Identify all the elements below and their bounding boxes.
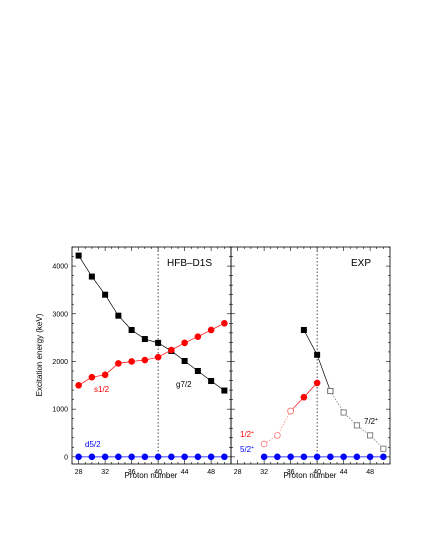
exp-circle-marker	[313, 453, 321, 461]
exp-circle-marker	[340, 453, 347, 461]
exp-x-tick-label: 36	[287, 469, 295, 476]
exp-square-marker	[367, 432, 374, 439]
y-tick-label: 0	[64, 454, 68, 461]
seven-half-plus-label: 7/2+	[364, 417, 378, 426]
exp-circle-marker	[313, 379, 321, 387]
hfb-circle-marker	[154, 453, 162, 461]
hfb-circle-marker	[88, 453, 96, 461]
panel-hfb: 28 32 36 40 44 48 0 1000 2000 3000 4000 HFB–D1S s1…	[35, 246, 232, 480]
hfb-circle-marker	[194, 453, 202, 461]
half-plus-label: 1/2+	[240, 430, 254, 439]
d52-label: d5/2	[85, 440, 101, 449]
hfb-circle-marker	[141, 356, 149, 364]
exp-square-marker	[314, 351, 321, 358]
hfb-series-line-1	[78, 322, 225, 386]
panel-exp-frame	[230, 246, 391, 465]
hfb-circle-marker	[168, 346, 175, 354]
hfb-x-tick-label: 40	[154, 469, 162, 476]
hfb-square-marker	[221, 387, 228, 394]
hfb-circle-marker	[88, 373, 96, 381]
hfb-x-tick-label: 36	[128, 469, 136, 476]
exp-circle-marker	[260, 453, 268, 461]
exp-circle-marker	[300, 393, 308, 401]
hfb-circle-marker	[115, 453, 122, 461]
hfb-circle-marker	[115, 360, 122, 367]
exp-circle-marker	[353, 453, 361, 461]
exp-series-line-1	[330, 390, 384, 449]
exp-circle-marker	[380, 453, 387, 461]
panel-hfb-label: HFB–D1S	[167, 258, 212, 269]
panel-exp-series	[260, 326, 387, 461]
hfb-x-tick-label: 32	[101, 469, 109, 476]
exp-square-marker	[300, 326, 307, 333]
hfb-circle-marker	[207, 326, 215, 334]
panel-hfb-series	[75, 252, 228, 461]
exp-circle-marker	[260, 440, 268, 448]
hfb-square-marker	[115, 312, 122, 319]
y-tick-label: 3000	[52, 311, 68, 318]
panel-hfb-ticks: 28 32 36 40 44 48 0 1000 2000 3000 4000	[52, 246, 232, 476]
hfb-series-line-0	[78, 255, 225, 391]
exp-x-tick-label: 48	[366, 469, 374, 476]
hfb-square-marker	[128, 326, 135, 333]
exp-square-marker	[380, 445, 387, 452]
hfb-circle-marker	[221, 453, 228, 461]
hfb-x-tick-label: 48	[207, 469, 215, 476]
exp-x-tick-label: 28	[234, 469, 242, 476]
exp-square-marker	[327, 388, 334, 395]
hfb-circle-marker	[141, 453, 149, 461]
exp-circle-marker	[287, 407, 294, 415]
exp-x-tick-label: 40	[313, 469, 321, 476]
exp-circle-marker	[300, 453, 308, 461]
exp-circle-marker	[274, 432, 281, 439]
exp-circle-marker	[366, 453, 374, 461]
s12-label: s1/2	[94, 385, 110, 394]
panel-exp: 28 32 36 40 44 48 EXP 1/2+ 5/2+ 7/2+ Proton n…	[230, 246, 391, 480]
hfb-circle-marker	[128, 453, 135, 461]
hfb-circle-marker	[75, 382, 82, 389]
hfb-square-marker	[181, 357, 188, 364]
exp-circle-marker	[287, 453, 294, 461]
x-axis-label-left: Proton number	[125, 471, 178, 480]
exp-circle-marker	[274, 453, 281, 461]
hfb-square-marker	[102, 291, 109, 298]
hfb-square-marker	[208, 378, 215, 385]
exp-square-marker	[353, 422, 360, 429]
hfb-square-marker	[88, 273, 95, 280]
hfb-x-tick-label: 28	[75, 469, 83, 476]
hfb-circle-marker	[128, 358, 135, 365]
y-tick-label: 4000	[52, 264, 68, 271]
panel-exp-ticks: 28 32 36 40 44 48	[230, 246, 391, 476]
hfb-square-marker	[75, 252, 82, 259]
hfb-circle-marker	[221, 320, 228, 327]
hfb-circle-marker	[75, 453, 82, 461]
panel-exp-label: EXP	[351, 258, 371, 269]
g72-label: g7/2	[176, 380, 192, 389]
hfb-circle-marker	[181, 339, 188, 347]
x-axis-label-right: Proton number	[284, 471, 337, 480]
five-half-plus-label: 5/2+	[240, 445, 254, 454]
y-tick-label: 2000	[52, 359, 68, 366]
hfb-square-marker	[141, 336, 148, 343]
exp-x-tick-label: 44	[340, 469, 348, 476]
hfb-square-marker	[155, 339, 162, 346]
hfb-circle-marker	[101, 453, 109, 461]
hfb-circle-marker	[101, 371, 109, 379]
exp-x-tick-label: 32	[260, 469, 268, 476]
hfb-circle-marker	[168, 453, 175, 461]
hfb-x-tick-label: 44	[181, 469, 189, 476]
hfb-square-marker	[194, 367, 201, 374]
exp-circle-marker	[327, 453, 334, 461]
hfb-circle-marker	[154, 353, 162, 361]
hfb-circle-marker	[194, 333, 202, 340]
hfb-circle-marker	[181, 453, 188, 461]
panel-hfb-frame	[71, 246, 232, 465]
y-axis-label: Excitation energy (keV)	[35, 313, 44, 396]
y-tick-label: 1000	[52, 407, 68, 414]
exp-square-marker	[340, 409, 347, 416]
exp-series-line-3	[263, 410, 291, 445]
hfb-circle-marker	[207, 453, 215, 461]
